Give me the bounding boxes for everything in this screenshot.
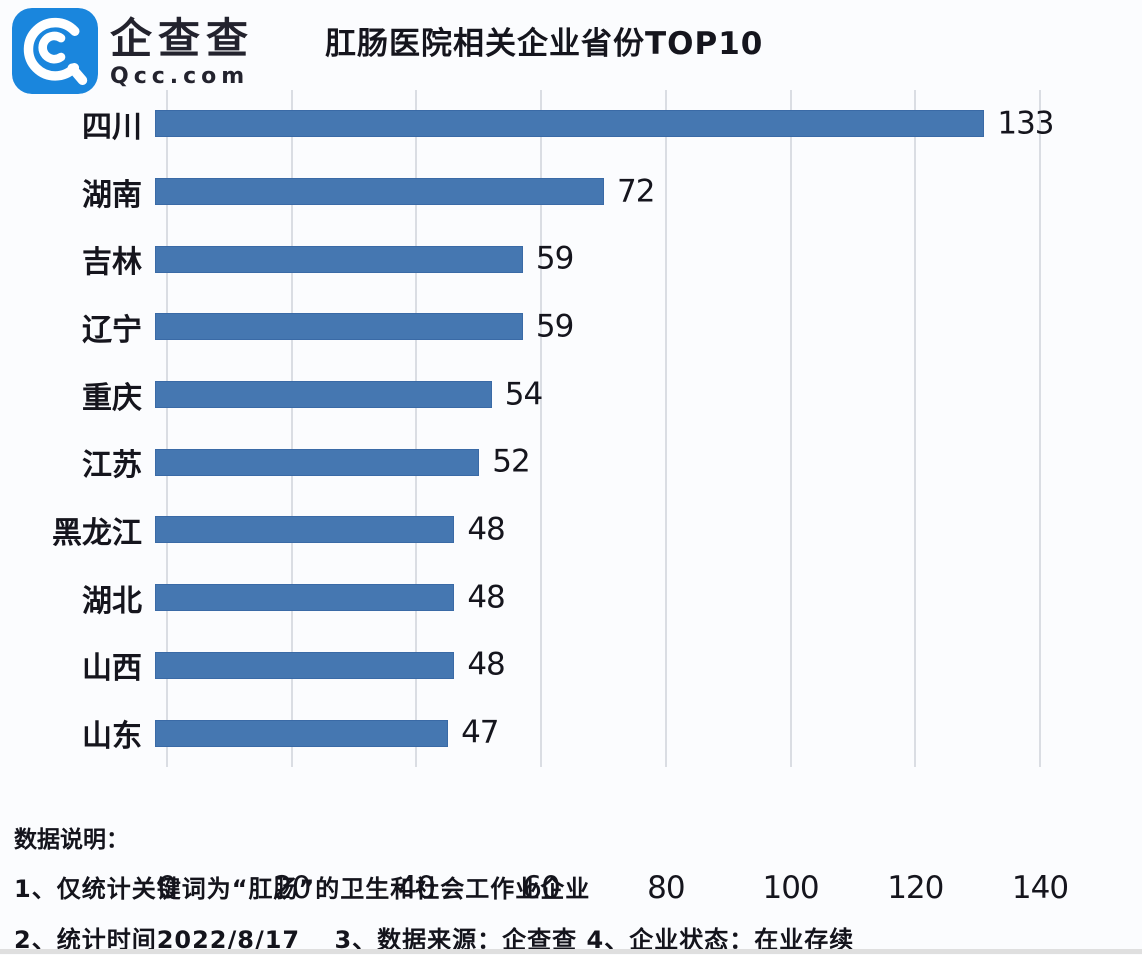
- value-label: 72: [616, 172, 655, 209]
- bar-chart: 四川 133 湖南 72 吉林 59 辽宁 59 重庆 54 江苏 52 黑龙江 48 湖北 48 山西 48 山东…: [0, 90, 1142, 906]
- value-label: 54: [504, 375, 543, 412]
- x-axis-tick-label: 20: [272, 870, 311, 906]
- value-label: 59: [535, 308, 574, 345]
- bar-track: 52: [155, 444, 1028, 480]
- brand-domain: Qcc.com: [110, 64, 250, 90]
- value-label: 59: [535, 240, 574, 277]
- x-axis-tick-label: 100: [762, 870, 819, 906]
- category-label: 湖北: [82, 583, 142, 619]
- bar-track: 59: [155, 308, 1028, 344]
- gridline: [166, 90, 168, 767]
- notes-line-1: 1、仅统计关键词为“肛肠”的卫生和社会工作业企业: [14, 875, 591, 903]
- value-label: 133: [997, 105, 1054, 142]
- category-label: 吉林: [82, 245, 142, 281]
- bar-track: 48: [155, 647, 1028, 683]
- bottom-edge-strip: [0, 949, 1142, 954]
- chart-row: 四川 133: [0, 90, 1142, 158]
- bar: [155, 651, 455, 679]
- value-label: 48: [467, 511, 505, 548]
- chart-row: 重庆 54: [0, 361, 1142, 429]
- gridline: [415, 90, 418, 767]
- x-axis-tick-label: 60: [522, 870, 560, 906]
- bar: [155, 313, 523, 341]
- category-label: 四川: [82, 109, 142, 145]
- bar: [155, 448, 480, 476]
- gridline: [1039, 90, 1041, 767]
- chart-row: 黑龙江 48: [0, 496, 1142, 564]
- chart-row: 辽宁 59: [0, 293, 1142, 361]
- x-axis: 0 20 40 60 80 100 120 140: [158, 870, 1069, 910]
- bar-track: 133: [155, 105, 1055, 141]
- bar-track: 54: [155, 376, 1028, 412]
- category-label: 黑龙江: [52, 515, 142, 551]
- value-label: 52: [492, 443, 530, 480]
- value-label: 47: [461, 714, 499, 751]
- bar: [155, 516, 455, 544]
- bar: [155, 584, 455, 612]
- category-label: 江苏: [82, 448, 142, 484]
- x-axis-tick-label: 140: [1011, 870, 1069, 906]
- bar-track: 72: [155, 173, 1028, 209]
- brand-logo: 企查查 Qcc.com: [12, 8, 254, 94]
- plot-area: [166, 90, 1041, 767]
- chart-row: 湖北 48: [0, 564, 1142, 632]
- gridline: [664, 90, 667, 767]
- x-axis-tick-label: 40: [397, 870, 436, 906]
- bar-track: 59: [155, 240, 1028, 276]
- bar: [155, 110, 985, 138]
- chart-row: 山东 47: [0, 699, 1142, 767]
- gridline: [914, 90, 917, 767]
- chart-row: 湖南 72: [0, 158, 1142, 226]
- bar-track: 48: [155, 511, 1028, 547]
- bar-track: 48: [155, 579, 1028, 615]
- data-notes: 数据说明： 1、仅统计关键词为“肛肠”的卫生和社会工作业企业 2、统计时间202…: [14, 820, 1114, 955]
- gridline: [789, 90, 792, 767]
- chart-row: 山西 48: [0, 632, 1142, 700]
- chart-rows: 四川 133 湖南 72 吉林 59 辽宁 59 重庆 54 江苏 52 黑龙江 48 湖北 48 山西 48 山东…: [0, 90, 1142, 767]
- gridline: [540, 90, 543, 767]
- chart-row: 吉林 59: [0, 225, 1142, 293]
- category-label: 重庆: [82, 380, 142, 416]
- qcc-logo-icon: [12, 8, 98, 94]
- value-label: 48: [467, 646, 505, 683]
- bar: [155, 178, 604, 206]
- x-axis-tick-label: 0: [157, 870, 178, 906]
- bar: [155, 381, 492, 409]
- bar: [155, 719, 449, 747]
- category-label: 辽宁: [82, 312, 142, 348]
- notes-heading: 数据说明：: [14, 827, 129, 853]
- x-axis-tick-label: 80: [647, 870, 685, 906]
- category-label: 山东: [82, 719, 142, 755]
- bar: [155, 245, 523, 273]
- gridline: [290, 90, 293, 767]
- chart-row: 江苏 52: [0, 428, 1142, 496]
- category-label: 湖南: [82, 177, 142, 213]
- x-axis-tick-label: 120: [887, 870, 944, 906]
- category-label: 山西: [82, 651, 142, 687]
- brand-text-block: 企查查 Qcc.com: [110, 8, 254, 89]
- brand-name: 企查查: [110, 14, 255, 63]
- value-label: 48: [467, 578, 505, 615]
- chart-title: 肛肠医院相关企业省份TOP10: [325, 26, 764, 62]
- bar-track: 47: [155, 714, 1028, 750]
